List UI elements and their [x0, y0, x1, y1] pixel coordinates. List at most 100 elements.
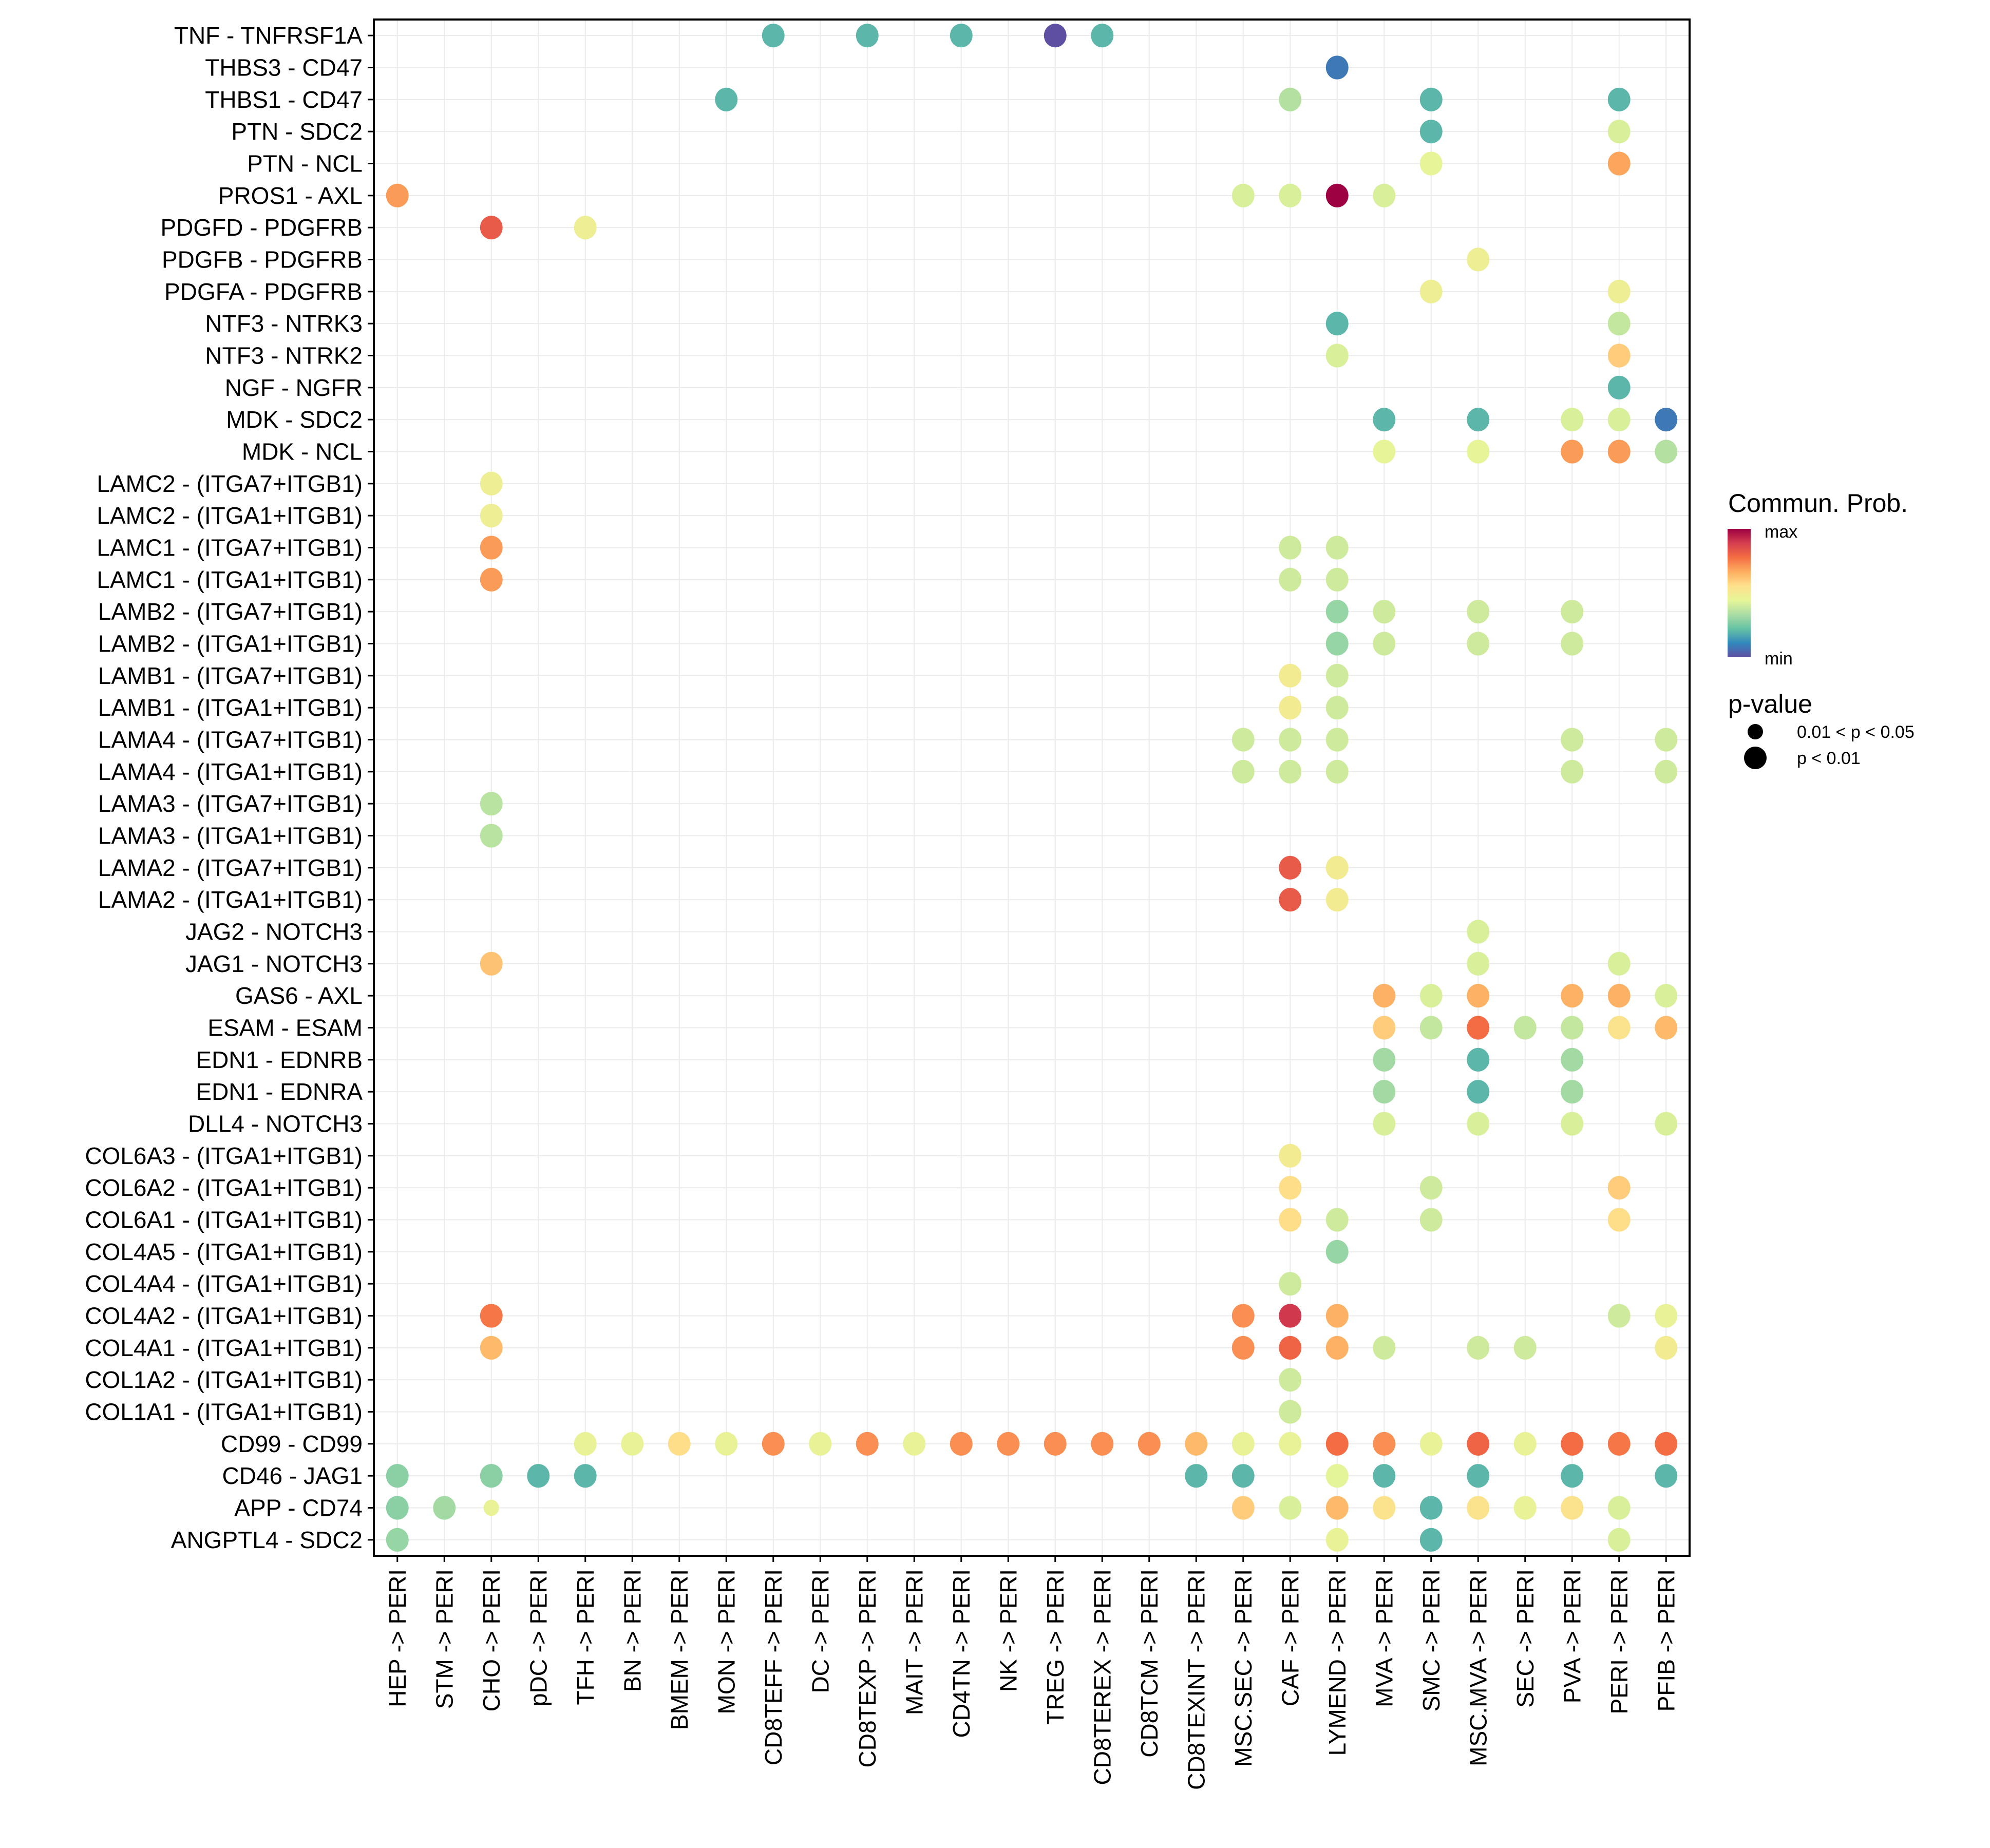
- data-point: [1561, 759, 1584, 784]
- data-point: [1325, 1304, 1349, 1328]
- data-point: [1561, 1047, 1584, 1072]
- data-point: [1419, 1016, 1443, 1040]
- x-tick-label: CD8TCM -> PERI: [1136, 1569, 1163, 1758]
- x-tick-label: CD8TEXINT -> PERI: [1183, 1569, 1209, 1790]
- data-point: [1655, 440, 1678, 464]
- data-point: [1655, 1464, 1678, 1488]
- data-point: [1231, 1304, 1255, 1328]
- data-point: [1419, 1528, 1443, 1552]
- data-point: [1561, 600, 1584, 624]
- data-point: [668, 1432, 691, 1456]
- data-point: [574, 1432, 597, 1456]
- data-point: [480, 792, 503, 816]
- data-point: [1325, 855, 1349, 880]
- size-legend-label-small: 0.01 < p < 0.05: [1797, 722, 1915, 742]
- x-tick-label: HEP -> PERI: [384, 1569, 411, 1707]
- size-legend-label-large: p < 0.01: [1797, 749, 1861, 768]
- y-tick-label: MDK - SDC2: [226, 406, 363, 433]
- data-point: [1419, 279, 1443, 303]
- data-point: [1279, 1336, 1302, 1360]
- data-point: [1044, 24, 1067, 48]
- data-point: [386, 1496, 409, 1520]
- data-point: [1561, 440, 1584, 464]
- y-tick-label: COL4A2 - (ITGA1+ITGB1): [85, 1303, 363, 1329]
- data-point: [433, 1496, 456, 1520]
- x-tick-label: CD8TEXP -> PERI: [854, 1569, 881, 1767]
- y-tick-label: CD46 - JAG1: [222, 1462, 363, 1489]
- data-point: [1325, 1208, 1349, 1232]
- y-tick-label: JAG2 - NOTCH3: [185, 919, 363, 945]
- data-point: [762, 24, 785, 48]
- y-tick-label: ESAM - ESAM: [207, 1015, 363, 1041]
- data-point: [480, 471, 503, 496]
- data-point: [1279, 1400, 1302, 1424]
- size-legend-dot-large: [1744, 747, 1767, 769]
- colorbar-min-label: min: [1765, 649, 1793, 669]
- data-point: [1325, 728, 1349, 752]
- data-point: [1231, 1464, 1255, 1488]
- data-point: [1279, 1272, 1302, 1296]
- x-tick-label: CHO -> PERI: [478, 1569, 505, 1711]
- data-point: [1655, 984, 1678, 1008]
- data-point: [1419, 1496, 1443, 1520]
- y-tick-label: LAMA4 - (ITGA1+ITGB1): [98, 758, 363, 785]
- data-point: [1607, 408, 1631, 432]
- data-point: [715, 1432, 738, 1456]
- data-point: [480, 567, 503, 592]
- data-point: [1467, 600, 1490, 624]
- y-tick-label: GAS6 - AXL: [235, 982, 363, 1009]
- y-tick-label: LAMC2 - (ITGA1+ITGB1): [97, 502, 363, 529]
- data-point: [1561, 728, 1584, 752]
- data-point: [1091, 24, 1114, 48]
- data-point: [1607, 1208, 1631, 1232]
- data-point: [1561, 408, 1584, 432]
- y-tick-label: NTF3 - NTRK3: [205, 310, 363, 337]
- data-point: [1373, 1496, 1396, 1520]
- data-point: [1561, 1080, 1584, 1104]
- data-point: [1231, 759, 1255, 784]
- data-point: [1325, 344, 1349, 368]
- data-point: [1467, 1496, 1490, 1520]
- data-point: [1467, 1112, 1490, 1136]
- data-point: [1325, 1240, 1349, 1264]
- data-point: [1373, 1112, 1396, 1136]
- data-point: [1279, 183, 1302, 207]
- data-point: [1607, 1432, 1631, 1456]
- data-point: [1655, 1016, 1678, 1040]
- y-tick-label: MDK - NCL: [242, 439, 363, 465]
- data-point: [1373, 984, 1396, 1008]
- data-point: [1373, 440, 1396, 464]
- x-tick-label: MSC.SEC -> PERI: [1230, 1569, 1257, 1767]
- x-tick-label: CD4TN -> PERI: [948, 1569, 975, 1738]
- data-point: [1607, 1528, 1631, 1552]
- data-point: [480, 824, 503, 848]
- y-tick-label: LAMC1 - (ITGA7+ITGB1): [97, 535, 363, 561]
- data-point: [1373, 1047, 1396, 1072]
- data-point: [1419, 87, 1443, 111]
- data-point: [1513, 1016, 1537, 1040]
- color-legend-title: Commun. Prob.: [1728, 489, 1908, 518]
- y-tick-label: ANGPTL4 - SDC2: [171, 1527, 363, 1553]
- y-tick-label: LAMB2 - (ITGA1+ITGB1): [98, 631, 363, 657]
- y-tick-label: LAMA2 - (ITGA1+ITGB1): [98, 886, 363, 913]
- data-point: [1419, 1432, 1443, 1456]
- data-point: [1325, 312, 1349, 336]
- y-tick-label: NTF3 - NTRK2: [205, 342, 363, 369]
- data-point: [1561, 632, 1584, 656]
- data-point: [1513, 1336, 1537, 1360]
- data-point: [574, 216, 597, 240]
- data-point: [480, 1336, 503, 1360]
- data-point: [1231, 183, 1255, 207]
- data-point: [1607, 1016, 1631, 1040]
- data-point: [1185, 1464, 1208, 1488]
- data-point: [1373, 632, 1396, 656]
- y-tick-label: LAMA4 - (ITGA7+ITGB1): [98, 727, 363, 753]
- data-point: [1655, 759, 1678, 784]
- data-point: [1279, 1304, 1302, 1328]
- y-tick-label: COL4A1 - (ITGA1+ITGB1): [85, 1335, 363, 1361]
- data-point: [1607, 344, 1631, 368]
- data-point: [1373, 408, 1396, 432]
- data-point: [1231, 1496, 1255, 1520]
- data-point: [386, 183, 409, 207]
- data-point: [480, 1304, 503, 1328]
